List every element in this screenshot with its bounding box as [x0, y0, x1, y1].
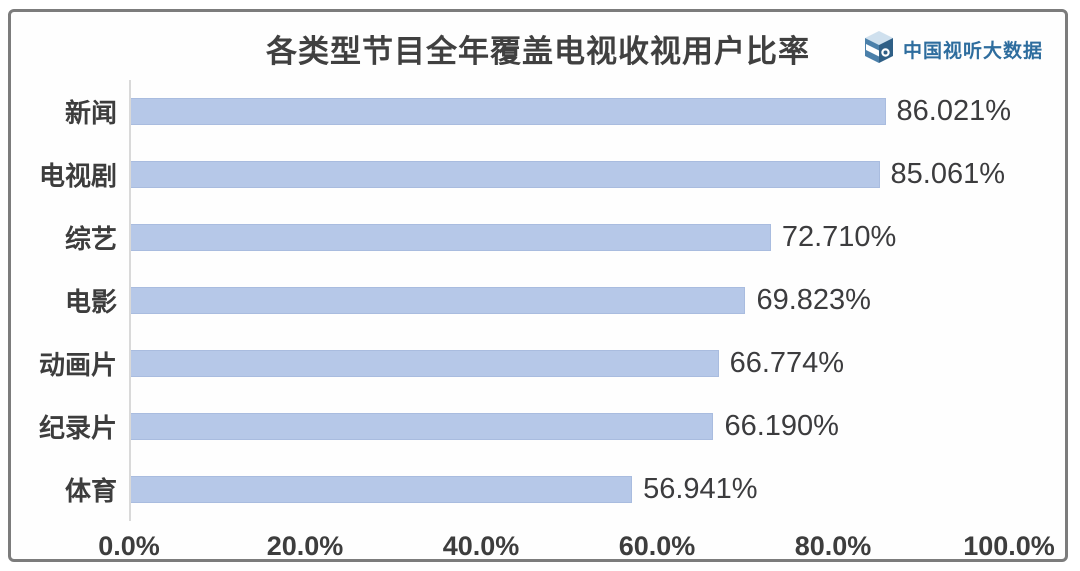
bar-chart: 新闻 86.021% 电视剧 85.061% 综艺 72.710% 电影 69.… — [11, 80, 1065, 567]
bar-row: 电视剧 85.061% — [39, 143, 1011, 206]
chart-card: 各类型节目全年覆盖电视收视用户比率 中国视听大数据 新闻 86.021% 电视剧 — [8, 9, 1068, 562]
chart-header: 各类型节目全年覆盖电视收视用户比率 中国视听大数据 — [11, 12, 1065, 78]
category-label: 新闻 — [64, 98, 117, 128]
bar — [131, 98, 886, 125]
bar-value-label: 85.061% — [890, 158, 1006, 190]
category-label: 纪录片 — [38, 413, 117, 443]
bar-row: 动画片 66.774% — [39, 332, 1011, 395]
bar-row: 体育 56.941% — [65, 458, 1011, 521]
bar — [131, 287, 746, 314]
bar — [131, 224, 771, 251]
bar-value-label: 72.710% — [781, 221, 897, 253]
x-tick-label: 60.0% — [618, 531, 696, 561]
bar-row: 电影 69.823% — [65, 269, 1011, 332]
category-label: 动画片 — [38, 350, 117, 380]
plot-area: 新闻 86.021% 电视剧 85.061% 综艺 72.710% 电影 69.… — [39, 80, 1012, 521]
bar-row: 纪录片 66.190% — [39, 395, 1011, 458]
bar — [131, 413, 714, 440]
bar-row: 新闻 86.021% — [65, 80, 1012, 143]
category-label: 电视剧 — [38, 161, 117, 191]
bar-row: 综艺 72.710% — [65, 206, 1011, 269]
chart-title: 各类型节目全年覆盖电视收视用户比率 — [266, 34, 810, 69]
x-tick-label: 80.0% — [794, 531, 872, 561]
brand-badge: 中国视听大数据 — [863, 30, 1043, 69]
x-tick-label: 0.0% — [98, 531, 160, 561]
bar-value-label: 66.774% — [729, 347, 845, 379]
bar — [131, 161, 880, 188]
cube-logo-icon — [863, 30, 895, 69]
x-axis: 0.0% 20.0% 40.0% 60.0% 80.0% 100.0% — [98, 521, 1055, 567]
bar-value-label: 66.190% — [724, 410, 839, 442]
x-tick-label: 100.0% — [963, 531, 1055, 561]
bar — [131, 350, 719, 377]
x-tick-label: 20.0% — [266, 531, 344, 561]
bar-value-label: 69.823% — [756, 284, 871, 316]
bar — [131, 476, 633, 503]
x-tick-label: 40.0% — [442, 531, 520, 561]
category-label: 体育 — [64, 476, 117, 506]
category-label: 综艺 — [64, 224, 117, 254]
brand-text: 中国视听大数据 — [902, 41, 1043, 62]
category-label: 电影 — [64, 287, 117, 317]
bar-value-label: 56.941% — [643, 473, 758, 505]
bar-value-label: 86.021% — [896, 95, 1012, 127]
